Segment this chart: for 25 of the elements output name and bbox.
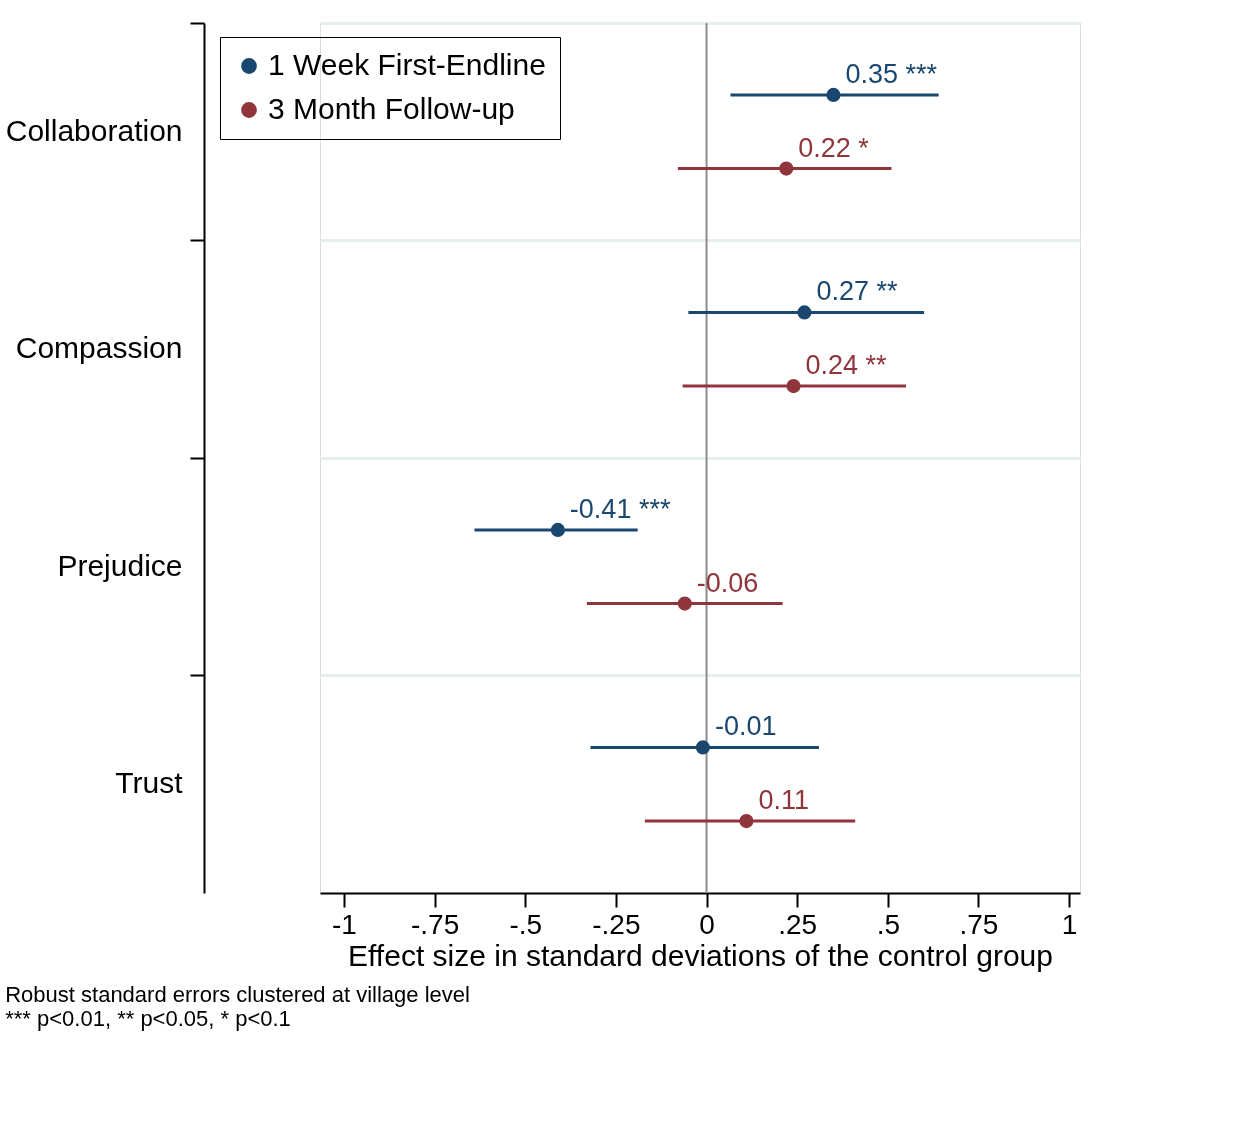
x-tick-label: 0: [699, 908, 715, 940]
data-label: 0.27 **: [816, 276, 898, 307]
x-tick-label: .25: [778, 908, 818, 940]
data-label: 0.11: [758, 785, 809, 816]
x-tick-label: .75: [959, 908, 999, 940]
data-label: 0.35 ***: [845, 58, 938, 89]
x-axis-title: Effect size in standard deviations of the control group: [348, 938, 1053, 972]
x-tick-label: 1: [1061, 908, 1078, 940]
x-tick-label: -.75: [410, 908, 460, 940]
y-tick-label: Trust: [115, 766, 184, 800]
legend-label: 1 Week First-Endline: [268, 48, 546, 81]
data-label: 0.24 **: [805, 350, 888, 381]
x-tick-label: .5: [876, 908, 900, 940]
y-tick-label: Compassion: [15, 331, 183, 365]
data-label: -0.41 ***: [569, 493, 671, 524]
text: Robust standard errors clustered at village level: [5, 982, 470, 1007]
x-tick-label: -.25: [592, 908, 641, 940]
legend-label: 3 Month Follow-up: [268, 92, 515, 125]
x-tick-label: -1: [331, 908, 357, 940]
y-tick-label: Collaboration: [5, 113, 183, 147]
text: *** p<0.01, ** p<0.05, * p<0.1: [5, 1006, 291, 1031]
y-tick-label: Prejudice: [57, 548, 183, 582]
x-tick-label: -.5: [509, 908, 543, 940]
data-label: 0.22 *: [798, 132, 870, 163]
data-label: -0.01: [714, 711, 777, 742]
